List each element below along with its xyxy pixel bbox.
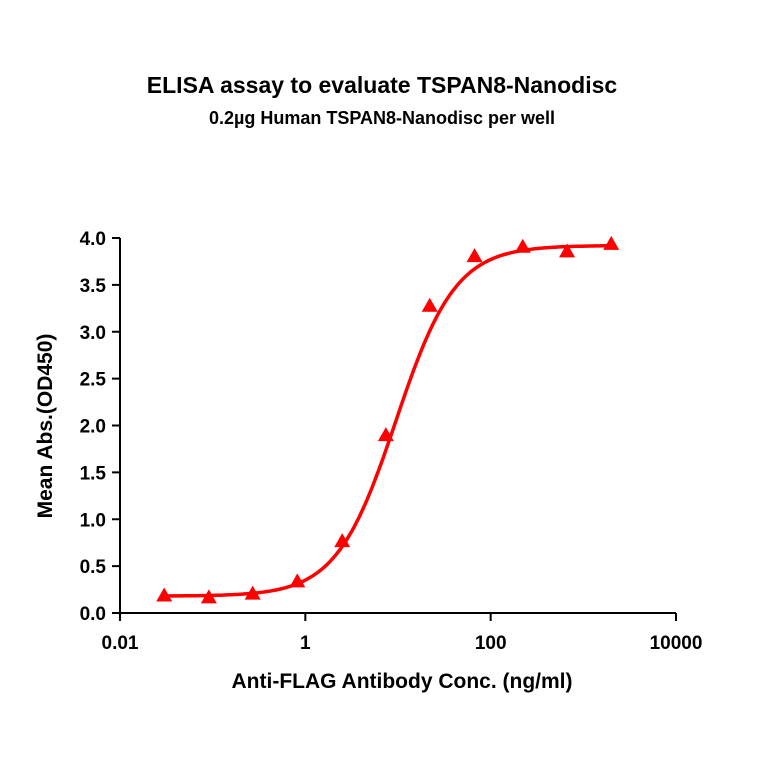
x-tick-label: 1 — [300, 633, 311, 654]
triangle-marker — [200, 589, 217, 604]
y-tick-label: 4.0 — [80, 229, 106, 250]
fit-line — [164, 244, 612, 598]
x-axis-label: Anti-FLAG Antibody Conc. (ng/ml) — [232, 670, 573, 693]
y-axis-label: Mean Abs.(OD450) — [34, 334, 57, 519]
triangle-marker — [421, 297, 438, 312]
triangle-marker — [466, 248, 483, 263]
chart-subtitle: 0.2µg Human TSPAN8-Nanodisc per well — [208, 108, 556, 128]
chart-title: ELISA assay to evaluate TSPAN8-Nanodisc — [146, 72, 618, 98]
y-tick-label: 1.0 — [80, 510, 106, 531]
y-tick-label: 3.0 — [80, 323, 106, 344]
y-tick-label: 1.5 — [80, 463, 107, 484]
fit-curve — [164, 244, 612, 598]
y-tick-label: 3.5 — [80, 276, 107, 297]
triangle-marker — [156, 587, 173, 602]
triangle-marker — [334, 533, 351, 548]
triangle-marker — [514, 238, 531, 253]
x-tick-label: 100 — [475, 633, 507, 654]
data-markers — [156, 235, 620, 604]
y-tick-label: 2.0 — [80, 417, 106, 438]
y-tick-label: 2.5 — [80, 370, 107, 391]
x-tick-label: 0.01 — [102, 633, 139, 654]
triangle-marker — [244, 585, 261, 600]
x-tick-label: 10000 — [650, 633, 703, 654]
triangle-marker — [289, 573, 306, 588]
axes: 0.0 0.5 1.0 1.5 2.0 2.5 3.0 3.5 4.0 0.01 1 100 10000 — [80, 229, 703, 654]
triangle-marker — [377, 427, 394, 442]
triangle-marker — [603, 235, 620, 250]
y-tick-label: 0.0 — [80, 604, 106, 625]
y-tick-label: 0.5 — [80, 557, 107, 578]
triangle-marker — [559, 243, 576, 258]
